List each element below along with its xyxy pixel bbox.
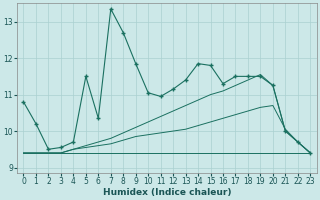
X-axis label: Humidex (Indice chaleur): Humidex (Indice chaleur) — [103, 188, 231, 197]
